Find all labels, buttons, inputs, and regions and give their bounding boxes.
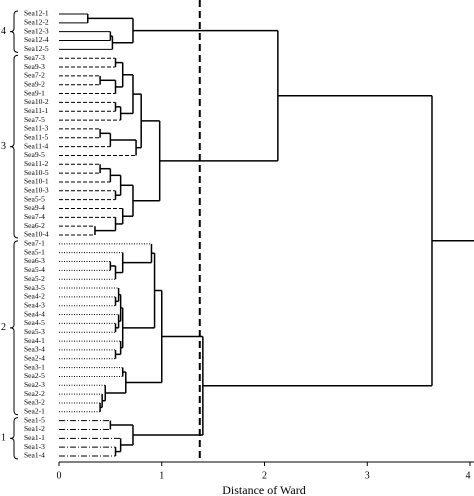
leaf-label: Sea11-5 (24, 132, 49, 141)
leaf-label: Sea7-2 (24, 71, 45, 80)
leaf-label: Sea9-5 (24, 150, 45, 159)
leaf-label: Sea12-1 (24, 9, 49, 18)
leaf-label: Sea1-4 (24, 451, 45, 460)
leaf-label: Sea11-3 (24, 124, 49, 133)
leaf-label: Sea6-2 (24, 221, 45, 230)
leaf-label: Sea2-5 (24, 371, 45, 380)
x-axis-label: Distance of Ward (222, 483, 305, 496)
leaf-label: Sea1-1 (24, 433, 45, 442)
leaf-label: Sea7-1 (24, 239, 45, 248)
group-brace (9, 10, 19, 53)
leaf-label: Sea5-2 (24, 274, 45, 283)
leaf-label: Sea5-4 (24, 265, 45, 274)
leaf-label: Sea3-2 (24, 398, 45, 407)
leaf-label: Sea9-3 (24, 62, 45, 71)
leaf-label: Sea12-5 (24, 44, 49, 53)
x-tick-label: 2 (262, 470, 267, 481)
x-tick-label: 0 (57, 470, 62, 481)
leaf-label: Sea5-3 (24, 327, 45, 336)
leaf-label: Sea1-3 (24, 442, 45, 451)
leaf-label: Sea5-1 (24, 247, 45, 256)
x-tick-label: 1 (159, 470, 164, 481)
leaf-label: Sea11-2 (24, 159, 49, 168)
leaf-label: Sea4-1 (24, 336, 45, 345)
group-label: 3 (1, 141, 6, 152)
leaf-label: Sea10-4 (24, 230, 49, 239)
leaf-label: Sea9-1 (24, 88, 45, 97)
leaf-label: Sea10-1 (24, 177, 49, 186)
leaf-label: Sea1-2 (24, 424, 45, 433)
group-brace (9, 240, 19, 416)
leaf-label: Sea2-2 (24, 389, 45, 398)
leaf-label: Sea12-2 (24, 18, 49, 27)
leaf-label: Sea5-5 (24, 194, 45, 203)
x-tick-label: 4 (466, 470, 471, 481)
leaf-label: Sea4-4 (24, 309, 45, 318)
leaf-label: Sea10-2 (24, 97, 49, 106)
leaf-label: Sea10-3 (24, 186, 49, 195)
leaf-label: Sea7-3 (24, 53, 45, 62)
group-brace (9, 417, 19, 460)
leaf-label: Sea9-2 (24, 79, 45, 88)
leaf-label: Sea2-3 (24, 380, 45, 389)
leaf-label: Sea4-5 (24, 318, 45, 327)
group-label: 2 (1, 322, 6, 333)
leaf-label: Sea12-4 (24, 35, 49, 44)
leaf-label: Sea10-5 (24, 168, 49, 177)
leaf-label: Sea2-4 (24, 353, 45, 362)
leaf-label: Sea3-4 (24, 345, 45, 354)
leaf-label: Sea6-3 (24, 256, 45, 265)
leaf-label: Sea2-1 (24, 407, 45, 416)
group-label: 4 (1, 26, 6, 37)
leaf-label: Sea3-1 (24, 362, 45, 371)
leaf-label: Sea9-4 (24, 203, 45, 212)
leaf-label: Sea12-3 (24, 26, 49, 35)
leaf-label: Sea7-4 (24, 212, 45, 221)
leaf-label: Sea1-5 (24, 415, 45, 424)
group-brace (9, 54, 19, 239)
leaf-label: Sea4-3 (24, 300, 45, 309)
leaf-label: Sea11-1 (24, 106, 49, 115)
x-tick-label: 3 (365, 470, 370, 481)
leaf-label: Sea3-5 (24, 283, 45, 292)
leaf-label: Sea7-5 (24, 115, 45, 124)
group-label: 1 (1, 433, 6, 444)
leaf-label: Sea4-2 (24, 292, 45, 301)
leaf-label: Sea11-4 (24, 141, 49, 150)
